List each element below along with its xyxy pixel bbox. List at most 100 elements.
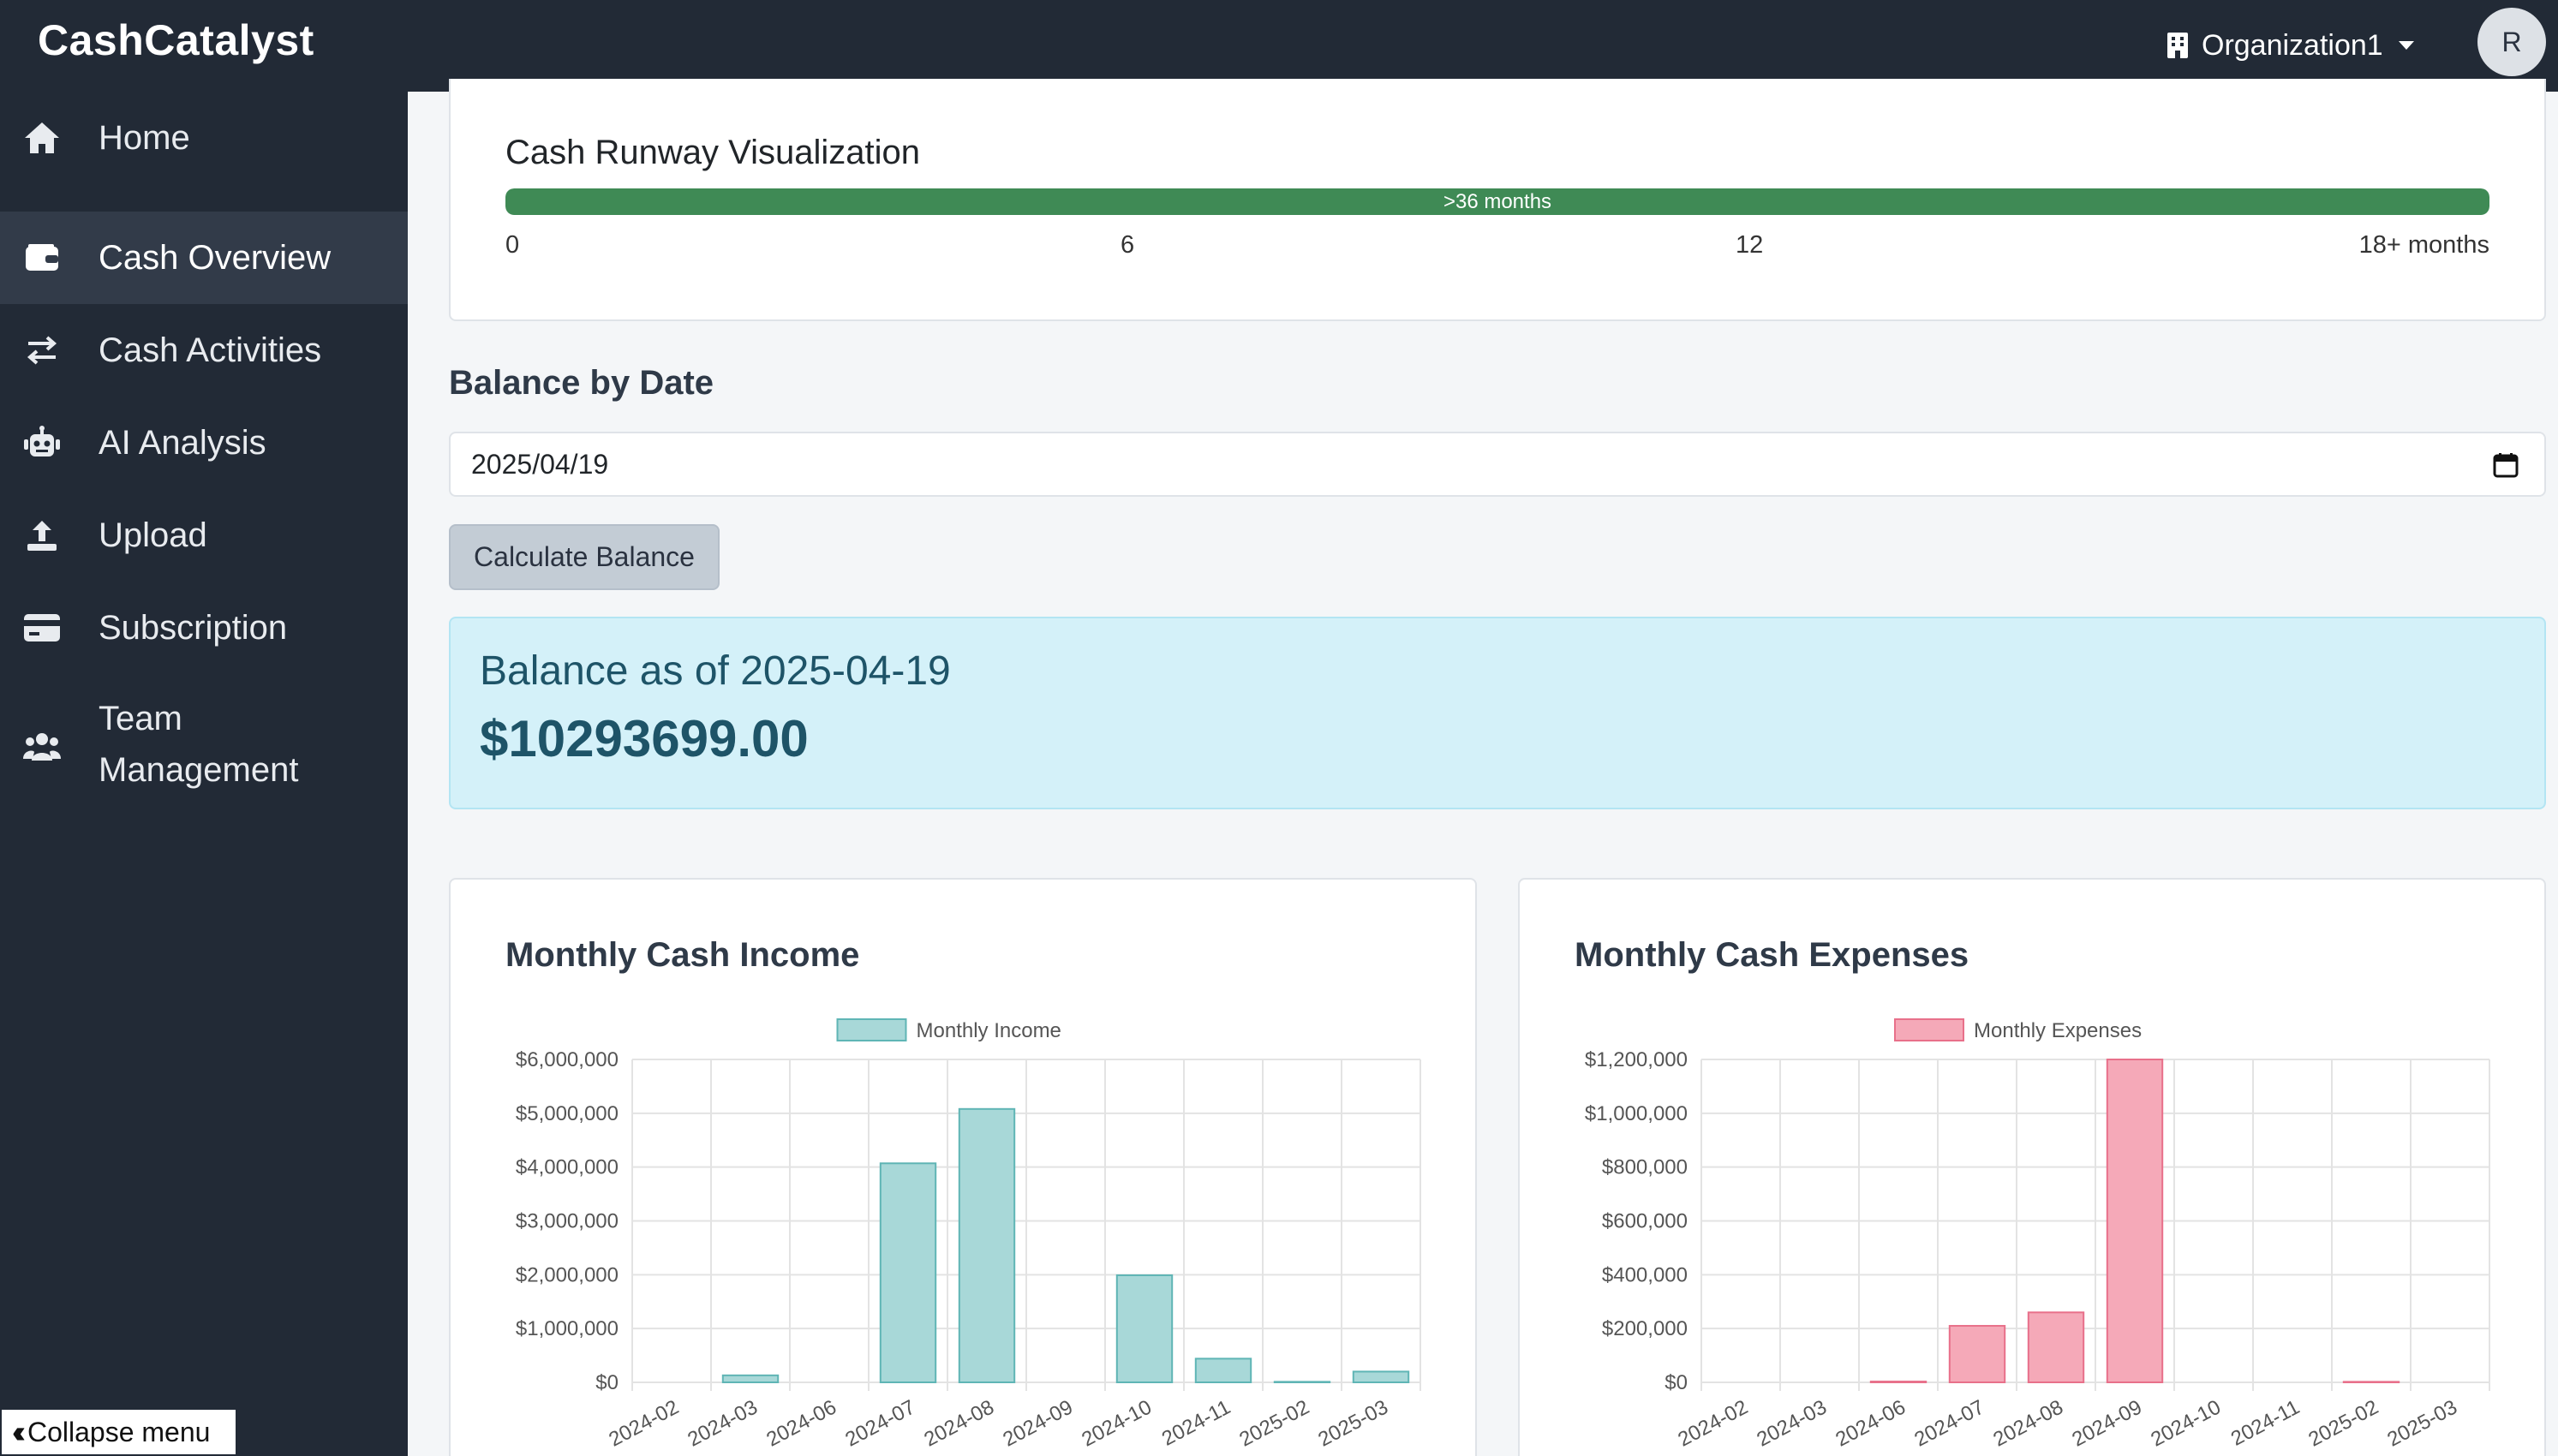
home-icon <box>22 118 62 158</box>
bar <box>721 1374 780 1383</box>
y-tick-label: $0 <box>1664 1371 1688 1394</box>
x-tick-label: 2024-11 <box>1158 1395 1234 1450</box>
organization-dropdown[interactable]: Organization1 <box>2166 24 2414 67</box>
sidebar-item-upload[interactable]: Upload <box>0 489 408 582</box>
bar <box>2342 1381 2400 1383</box>
expense-chart-title: Monthly Cash Expenses <box>1575 936 1969 974</box>
y-tick-label: $0 <box>595 1371 619 1394</box>
bar <box>1273 1381 1331 1383</box>
monthly-income-chart: Monthly Income $0 $1,000,000 $2,000,000 $3,0… <box>516 1018 1421 1452</box>
y-tick-label: $4,000,000 <box>516 1156 619 1179</box>
building-icon <box>2167 33 2188 58</box>
y-tick-label: $1,200,000 <box>1585 1048 1688 1071</box>
y-tick-label: $800,000 <box>1602 1156 1688 1179</box>
wallet-icon <box>22 238 62 277</box>
sidebar-item-label: Upload <box>99 516 207 554</box>
legend-label: Monthly Expenses <box>1974 1019 2142 1042</box>
calendar-icon[interactable] <box>2493 452 2519 478</box>
bar <box>1869 1381 1927 1383</box>
x-tick-label: 2024-10 <box>2147 1395 2224 1451</box>
legend-label: Monthly Income <box>917 1019 1061 1042</box>
upload-icon <box>22 516 62 555</box>
monthly-income-card: Monthly Cash Income Monthly Income $0 $1,0… <box>449 878 1477 1456</box>
credit-card-icon <box>22 608 62 647</box>
bar <box>1115 1274 1174 1383</box>
sidebar-item-label: AI Analysis <box>99 424 266 462</box>
exchange-icon <box>22 331 62 370</box>
y-tick-label: $400,000 <box>1602 1263 1688 1286</box>
calculate-balance-button[interactable]: Calculate Balance <box>449 524 720 590</box>
balance-result-value: $10293699.00 <box>480 710 809 767</box>
legend-swatch <box>836 1018 907 1041</box>
sidebar-item-label: Cash Activities <box>99 331 322 369</box>
x-tick-label: 2024-06 <box>762 1395 840 1451</box>
user-avatar[interactable]: R <box>2477 8 2546 76</box>
y-tick-label: $3,000,000 <box>516 1210 619 1233</box>
date-input-value: 2025/04/19 <box>471 448 609 480</box>
y-tick-label: $5,000,000 <box>516 1102 619 1125</box>
collapse-menu-label: Collapse menu <box>27 1416 211 1447</box>
balance-result-label: Balance as of 2025-04-19 <box>480 648 951 694</box>
sidebar-item-team-management[interactable]: Team Management <box>0 683 408 811</box>
runway-progress-bar: >36 months <box>505 188 2489 215</box>
sidebar-item-label: Subscription <box>99 609 288 647</box>
x-tick-label: 2024-08 <box>1989 1395 2066 1451</box>
x-tick-label: 2024-07 <box>1910 1395 1987 1451</box>
users-icon <box>22 727 62 767</box>
sidebar-item-ai-analysis[interactable]: AI Analysis <box>0 397 408 489</box>
legend-swatch <box>1894 1018 1964 1041</box>
monthly-expenses-chart: Monthly Expenses $0 $200,000 $400,000 $600,0… <box>1585 1018 2490 1452</box>
bar <box>1352 1370 1410 1384</box>
x-tick-label: 2024-08 <box>920 1395 997 1451</box>
sidebar-item-label-line1: Team <box>99 700 182 737</box>
sidebar-item-home[interactable]: Home <box>0 92 408 184</box>
x-tick-label: 2024-03 <box>1753 1395 1830 1451</box>
date-input[interactable]: 2025/04/19 <box>449 432 2546 497</box>
x-tick-label: 2025-03 <box>2383 1395 2460 1451</box>
runway-tick: 0 <box>505 231 520 259</box>
balance-result-alert: Balance as of 2025-04-19 $10293699.00 <box>449 617 2546 809</box>
bar <box>879 1162 937 1384</box>
x-tick-label: 2024-11 <box>2227 1395 2304 1450</box>
x-tick-label: 2025-02 <box>1235 1395 1312 1451</box>
y-tick-label: $1,000,000 <box>516 1317 619 1340</box>
monthly-expenses-card: Monthly Cash Expenses Monthly Expenses $0… <box>1518 878 2546 1456</box>
x-tick-label: 2024-09 <box>2068 1395 2145 1451</box>
y-tick-label: $1,000,000 <box>1585 1102 1688 1125</box>
sidebar-item-label-line2: Management <box>99 751 299 789</box>
sidebar-item-subscription[interactable]: Subscription <box>0 582 408 674</box>
runway-tick: 18+ months <box>2358 231 2489 259</box>
double-chevron-left-icon: ‹‹ <box>12 1414 26 1449</box>
x-tick-label: 2024-10 <box>1078 1395 1155 1451</box>
bar <box>1948 1325 2006 1384</box>
organization-name: Organization1 <box>2202 28 2383 62</box>
sidebar-item-label: Cash Overview <box>99 239 332 277</box>
runway-title: Cash Runway Visualization <box>505 134 920 171</box>
x-tick-label: 2025-03 <box>1314 1395 1391 1451</box>
sidebar-item-cash-overview[interactable]: Cash Overview <box>0 212 408 304</box>
bar <box>2106 1059 2164 1383</box>
collapse-menu-button[interactable]: ‹‹ Collapse menu <box>0 1408 237 1456</box>
runway-tick: 6 <box>1121 231 1135 259</box>
robot-icon <box>22 423 62 462</box>
brand-logo[interactable]: CashCatalyst <box>38 16 314 64</box>
bar <box>2027 1311 2085 1384</box>
y-tick-label: $2,000,000 <box>516 1263 619 1286</box>
x-tick-label: 2024-02 <box>1674 1395 1751 1451</box>
top-navbar: CashCatalyst Organization1 R <box>0 0 2558 92</box>
balance-by-date-heading: Balance by Date <box>449 364 714 402</box>
bar <box>958 1107 1016 1383</box>
y-tick-label: $6,000,000 <box>516 1048 619 1071</box>
sidebar-item-label: Home <box>99 119 190 157</box>
runway-progress-fill: >36 months <box>505 188 2489 215</box>
x-tick-label: 2025-02 <box>2304 1395 2382 1451</box>
x-tick-label: 2024-02 <box>605 1395 682 1451</box>
x-tick-label: 2024-06 <box>1832 1395 1909 1451</box>
y-tick-label: $600,000 <box>1602 1210 1688 1233</box>
x-tick-label: 2024-07 <box>841 1395 918 1451</box>
bar <box>1194 1358 1252 1383</box>
y-tick-label: $200,000 <box>1602 1317 1688 1340</box>
sidebar: Home Cash Overview Cash Activities AI An… <box>0 92 408 1456</box>
sidebar-item-cash-activities[interactable]: Cash Activities <box>0 304 408 397</box>
x-tick-label: 2024-09 <box>999 1395 1076 1451</box>
